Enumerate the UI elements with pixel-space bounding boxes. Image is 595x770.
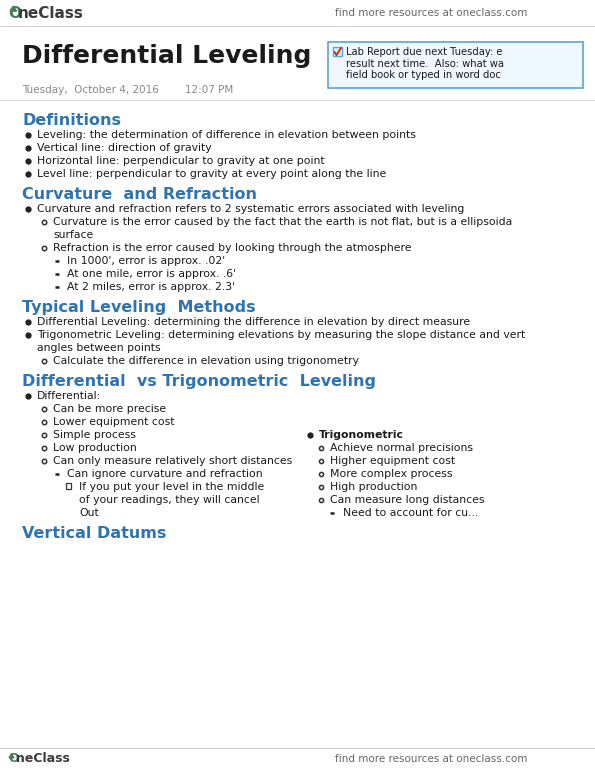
- Text: surface: surface: [53, 230, 93, 240]
- FancyBboxPatch shape: [333, 47, 342, 56]
- Text: Need to account for cu...: Need to account for cu...: [343, 508, 478, 518]
- Text: Horizontal line: perpendicular to gravity at one point: Horizontal line: perpendicular to gravit…: [37, 156, 325, 166]
- Text: Vertical line: direction of gravity: Vertical line: direction of gravity: [37, 143, 212, 153]
- Text: Higher equipment cost: Higher equipment cost: [330, 456, 455, 466]
- Text: Achieve normal precisions: Achieve normal precisions: [330, 443, 473, 453]
- Text: find more resources at oneclass.com: find more resources at oneclass.com: [335, 8, 527, 18]
- Text: Trigonometric: Trigonometric: [319, 430, 404, 440]
- Text: Differential Leveling: determining the difference in elevation by direct measure: Differential Leveling: determining the d…: [37, 317, 470, 327]
- Text: Low production: Low production: [53, 443, 137, 453]
- Text: find more resources at oneclass.com: find more resources at oneclass.com: [335, 754, 527, 764]
- Text: Calculate the difference in elevation using trigonometry: Calculate the difference in elevation us…: [53, 356, 359, 366]
- Text: At one mile, error is approx. .6': At one mile, error is approx. .6': [67, 269, 236, 279]
- Text: Differential:: Differential:: [37, 391, 101, 401]
- Text: Differential Leveling: Differential Leveling: [22, 44, 311, 68]
- Text: Refraction is the error caused by looking through the atmosphere: Refraction is the error caused by lookin…: [53, 243, 412, 253]
- Bar: [66, 483, 71, 488]
- Text: O: O: [8, 6, 21, 21]
- Text: Out: Out: [79, 508, 99, 518]
- Text: Leveling: the determination of difference in elevation between points: Leveling: the determination of differenc…: [37, 130, 416, 140]
- Text: of your readings, they will cancel: of your readings, they will cancel: [79, 495, 259, 505]
- Text: Simple process: Simple process: [53, 430, 136, 440]
- Text: Can measure long distances: Can measure long distances: [330, 495, 484, 505]
- Text: Typical Leveling  Methods: Typical Leveling Methods: [22, 300, 256, 315]
- Text: Definitions: Definitions: [22, 113, 121, 128]
- Text: Trigonometric Leveling: determining elevations by measuring the slope distance a: Trigonometric Leveling: determining elev…: [37, 330, 525, 340]
- Text: Level line: perpendicular to gravity at every point along the line: Level line: perpendicular to gravity at …: [37, 169, 386, 179]
- Text: At 2 miles, error is approx. 2.3': At 2 miles, error is approx. 2.3': [67, 282, 235, 292]
- Text: Vertical Datums: Vertical Datums: [22, 526, 167, 541]
- Text: High production: High production: [330, 482, 417, 492]
- Text: Differential  vs Trigonometric  Leveling: Differential vs Trigonometric Leveling: [22, 374, 376, 389]
- Text: Curvature is the error caused by the fact that the earth is not flat, but is a e: Curvature is the error caused by the fac…: [53, 217, 512, 227]
- Text: angles between points: angles between points: [37, 343, 161, 353]
- FancyBboxPatch shape: [328, 42, 583, 88]
- Text: More complex process: More complex process: [330, 469, 453, 479]
- Text: Tuesday,  October 4, 2016        12:07 PM: Tuesday, October 4, 2016 12:07 PM: [22, 85, 233, 95]
- Text: Can only measure relatively short distances: Can only measure relatively short distan…: [53, 456, 292, 466]
- Text: Curvature  and Refraction: Curvature and Refraction: [22, 187, 257, 202]
- Text: O: O: [8, 752, 18, 765]
- Text: neClass: neClass: [16, 752, 70, 765]
- Text: Can be more precise: Can be more precise: [53, 404, 166, 414]
- Text: Can ignore curvature and refraction: Can ignore curvature and refraction: [67, 469, 262, 479]
- Text: Lower equipment cost: Lower equipment cost: [53, 417, 174, 427]
- Text: If you put your level in the middle: If you put your level in the middle: [79, 482, 264, 492]
- Text: Lab Report due next Tuesday: e
result next time.  Also: what wa
field book or ty: Lab Report due next Tuesday: e result ne…: [346, 47, 504, 80]
- Text: Curvature and refraction refers to 2 systematic errors associated with leveling: Curvature and refraction refers to 2 sys…: [37, 204, 464, 214]
- Text: In 1000', error is approx. .02': In 1000', error is approx. .02': [67, 256, 225, 266]
- Text: neClass: neClass: [18, 6, 84, 21]
